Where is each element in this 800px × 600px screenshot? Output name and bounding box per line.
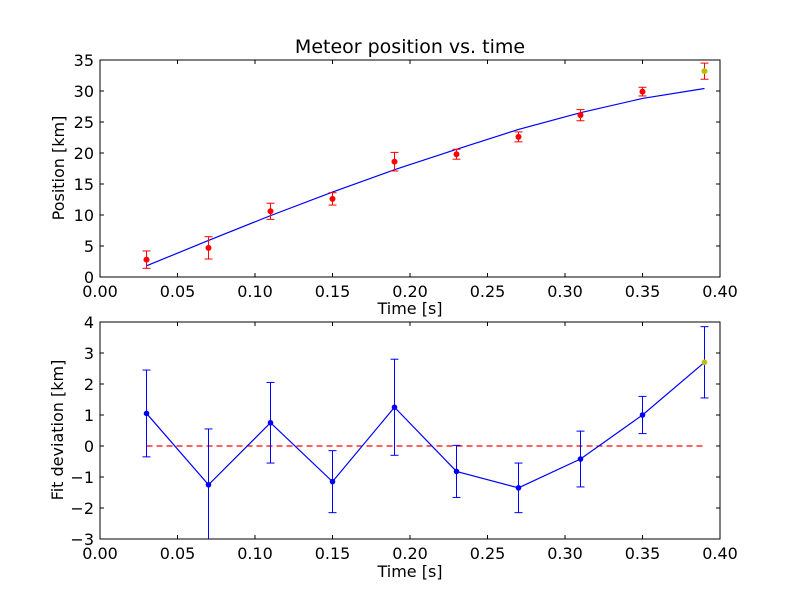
position-x-tick-label: 0.10 — [237, 282, 273, 301]
deviation-x-axis-label: Time [s] — [376, 562, 442, 581]
deviation-point — [639, 412, 646, 418]
deviation-x-tick-label: 0.35 — [625, 544, 661, 563]
deviation-x-tick-label: 0.00 — [82, 544, 118, 563]
deviation-plot-frame — [99, 321, 721, 540]
position-point — [143, 256, 150, 263]
position-point — [205, 244, 212, 251]
deviation-y-tick-label: −1 — [70, 468, 94, 487]
position-y-tick-label: 0 — [84, 268, 94, 287]
deviation-x-tick-label: 0.10 — [237, 544, 273, 563]
position-y-tick-label: 35 — [74, 51, 94, 70]
position-point — [701, 68, 708, 75]
position-point — [453, 151, 460, 158]
position-chart-marks — [142, 62, 709, 269]
deviation-y-tick-label: 1 — [84, 406, 94, 425]
deviation-y-tick-label: 4 — [84, 313, 94, 332]
position-x-tick-label: 0.40 — [702, 282, 738, 301]
deviation-point — [267, 419, 274, 426]
position-y-tick-label: 15 — [74, 175, 94, 194]
position-x-tick-label: 0.15 — [315, 282, 351, 301]
position-x-axis-label: Time [s] — [376, 299, 442, 318]
deviation-y-tick-label: 0 — [84, 437, 94, 456]
position-point — [639, 88, 646, 95]
position-point — [391, 158, 398, 165]
deviation-point — [701, 359, 708, 366]
position-point — [267, 208, 274, 215]
deviation-y-tick-label: 3 — [84, 344, 94, 363]
deviation-line — [146, 361, 705, 489]
position-plot-frame — [99, 59, 721, 278]
position-chart-ticks: 0.00 0.05 0.10 0.15 0.20 0.25 0.30 0.35 0.40 0 5 10… — [74, 51, 738, 301]
position-x-tick-label: 0.30 — [547, 282, 583, 301]
position-y-tick-label: 10 — [74, 206, 94, 225]
position-y-tick-label: 5 — [84, 237, 94, 256]
deviation-y-axis-label: Fit deviation [km] — [48, 360, 67, 501]
deviation-y-tick-label: −2 — [70, 499, 94, 518]
position-x-tick-label: 0.35 — [625, 282, 661, 301]
deviation-point — [205, 481, 212, 488]
deviation-y-tick-label: −3 — [70, 530, 94, 549]
position-x-tick-label: 0.05 — [160, 282, 196, 301]
position-y-axis-label: Position [km] — [49, 116, 68, 221]
deviation-point — [515, 485, 522, 491]
position-y-tick-label: 30 — [74, 82, 94, 101]
deviation-x-tick-label: 0.05 — [160, 544, 196, 563]
position-point — [577, 112, 584, 119]
deviation-point — [143, 410, 150, 417]
position-chart: Meteor position vs. time 0.00 0.05 0.10 0.1… — [49, 36, 738, 318]
deviation-x-tick-label: 0.30 — [547, 544, 583, 563]
deviation-x-tick-label: 0.25 — [470, 544, 506, 563]
position-y-tick-label: 20 — [74, 144, 94, 163]
position-x-tick-label: 0.20 — [392, 282, 428, 301]
fit-line — [146, 87, 705, 267]
deviation-point — [453, 468, 460, 475]
deviation-point — [329, 478, 336, 485]
deviation-chart-marks — [142, 326, 709, 539]
deviation-chart: 0.00 0.05 0.10 0.15 0.20 0.25 0.30 0.35 0.40 −3 −2… — [48, 313, 738, 581]
position-point — [515, 133, 522, 140]
deviation-y-tick-label: 2 — [84, 375, 94, 394]
deviation-point — [391, 404, 398, 411]
position-x-tick-label: 0.00 — [82, 282, 118, 301]
deviation-chart-ticks: 0.00 0.05 0.10 0.15 0.20 0.25 0.30 0.35 0.40 −3 −2… — [70, 313, 737, 563]
deviation-x-tick-label: 0.20 — [392, 544, 428, 563]
position-y-tick-label: 25 — [74, 113, 94, 132]
deviation-point — [577, 456, 584, 462]
deviation-x-tick-label: 0.40 — [702, 544, 738, 563]
position-chart-title: Meteor position vs. time — [295, 36, 525, 58]
position-point — [329, 195, 336, 202]
deviation-x-tick-label: 0.15 — [315, 544, 351, 563]
position-x-tick-label: 0.25 — [470, 282, 506, 301]
